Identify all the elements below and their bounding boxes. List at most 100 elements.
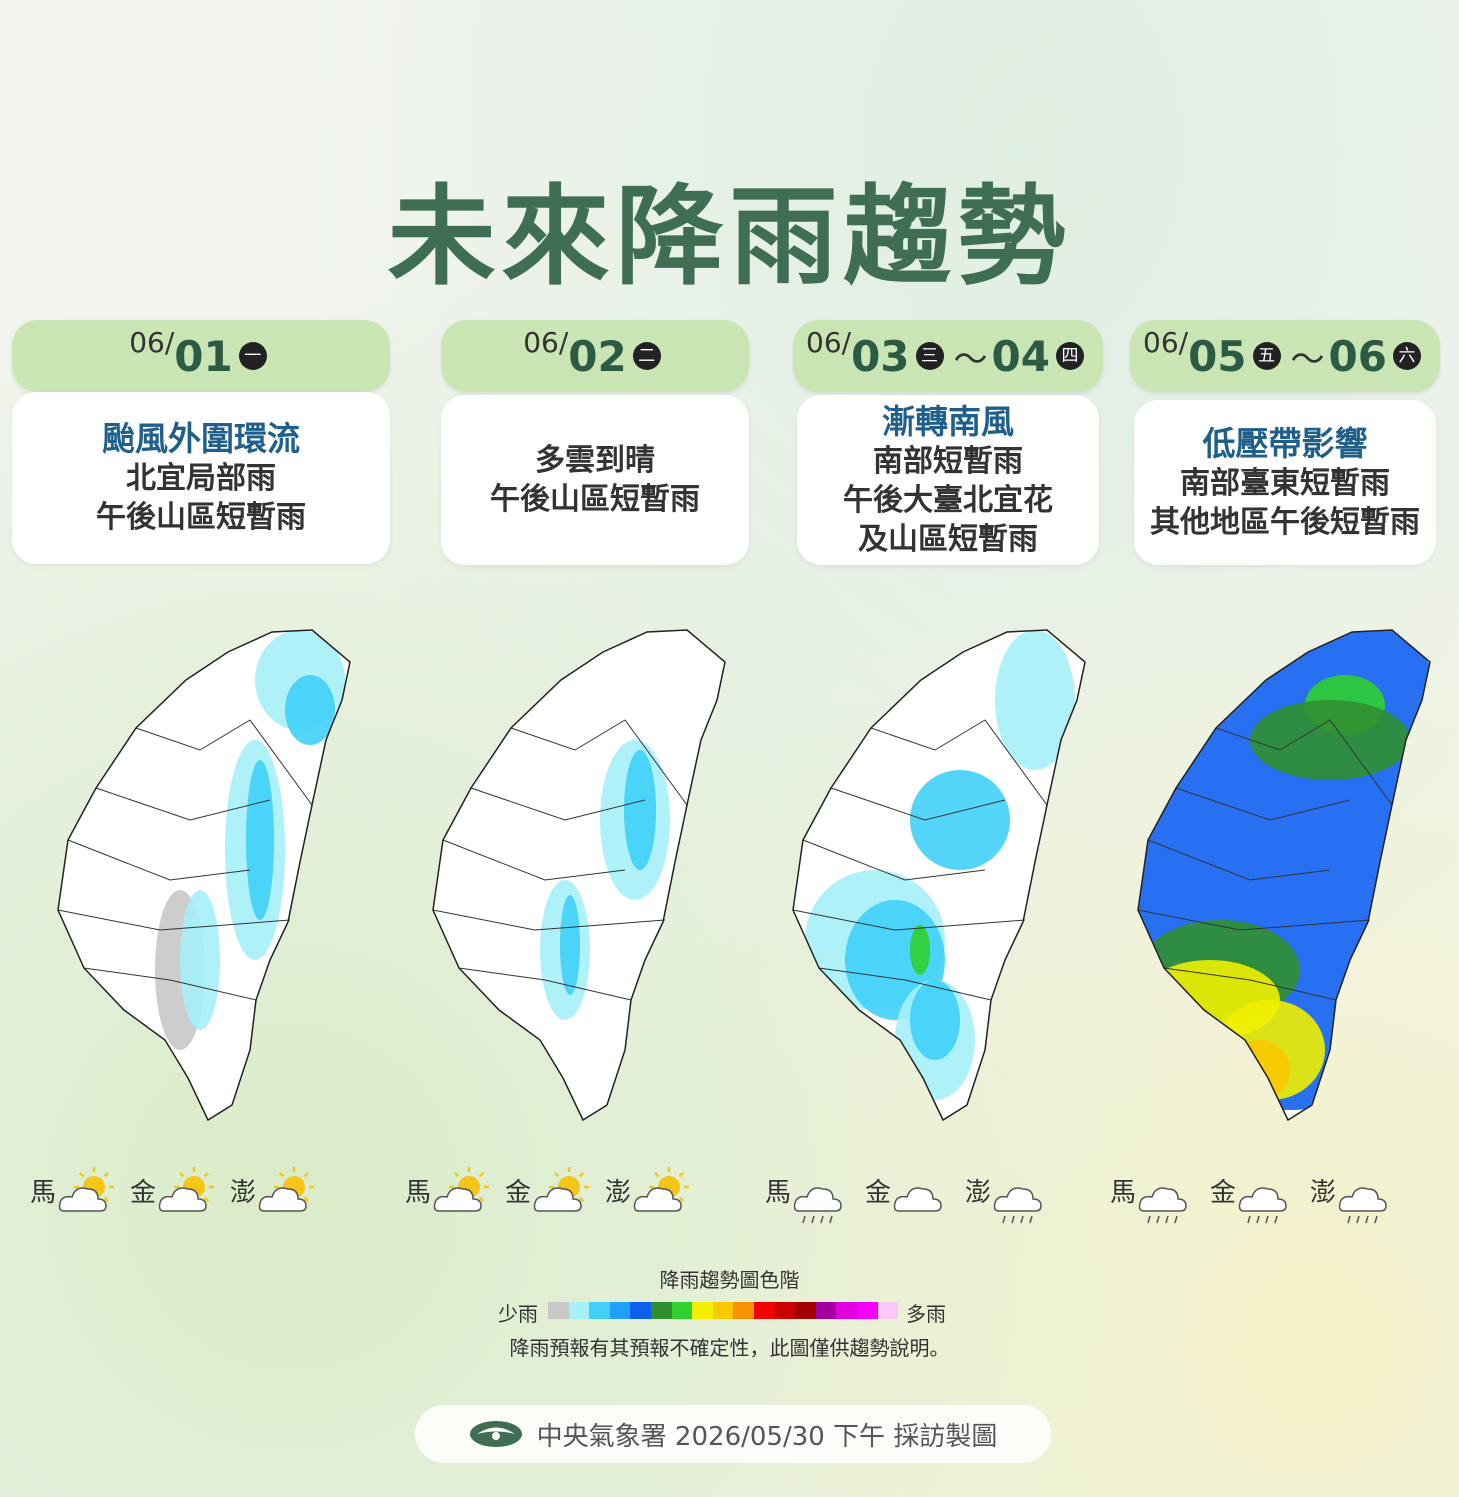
island-label: 馬 bbox=[765, 1178, 792, 1208]
rain-field bbox=[155, 630, 345, 1050]
legend-swatch bbox=[856, 1302, 878, 1319]
county-lines bbox=[432, 719, 688, 1001]
raindrop bbox=[1174, 1215, 1178, 1224]
raindrop bbox=[820, 1215, 824, 1224]
island-label: 金 bbox=[130, 1178, 157, 1208]
cloud bbox=[1138, 1187, 1187, 1212]
date-month: 06/ bbox=[523, 326, 569, 359]
forecast-line: 午後山區短暫雨 bbox=[96, 500, 306, 535]
island-label: 馬 bbox=[1110, 1178, 1137, 1208]
island-label: 金 bbox=[1210, 1178, 1237, 1208]
taiwan-border bbox=[57, 629, 351, 1122]
island-label: 澎 bbox=[605, 1178, 632, 1208]
date-day: 02 bbox=[568, 331, 627, 381]
sun-ray bbox=[103, 1196, 110, 1203]
legend-swatch bbox=[568, 1302, 590, 1319]
cloud bbox=[893, 1187, 942, 1212]
rain-area bbox=[180, 890, 220, 1030]
island-label: 金 bbox=[865, 1178, 892, 1208]
raindrop bbox=[1274, 1215, 1278, 1224]
legend-title: 降雨趨勢圖色階 bbox=[659, 1268, 800, 1292]
island-label: 金 bbox=[505, 1178, 532, 1208]
rain-field bbox=[540, 740, 670, 1020]
island-label: 澎 bbox=[965, 1178, 992, 1208]
raindrop bbox=[1347, 1215, 1351, 1224]
legend-swatch bbox=[836, 1302, 857, 1319]
cwa-logo bbox=[469, 1421, 522, 1447]
legend-low: 少雨 bbox=[498, 1302, 538, 1326]
date-separator: ～ bbox=[1290, 339, 1325, 380]
date-day: 03 bbox=[851, 331, 910, 381]
sun-ray bbox=[278, 1171, 285, 1178]
date-day: 05 bbox=[1188, 331, 1247, 381]
sun-ray bbox=[578, 1196, 585, 1203]
taiwan-map bbox=[1137, 629, 1431, 1122]
forecast-line: 北宜局部雨 bbox=[126, 461, 276, 496]
island-label: 澎 bbox=[230, 1178, 257, 1208]
legend-swatch bbox=[609, 1302, 631, 1319]
weekday: 二 bbox=[632, 342, 661, 370]
county-lines bbox=[1137, 719, 1393, 1001]
weekday: 三 bbox=[915, 342, 944, 370]
taiwan-border bbox=[432, 629, 726, 1122]
weather-icon bbox=[433, 1167, 489, 1212]
raindrop bbox=[1265, 1215, 1269, 1224]
cloud bbox=[993, 1187, 1042, 1212]
taiwan-map bbox=[792, 629, 1086, 1122]
cloud bbox=[433, 1187, 482, 1212]
raindrop bbox=[1029, 1215, 1033, 1224]
taiwan-outline bbox=[433, 630, 725, 1120]
sun-ray bbox=[103, 1171, 110, 1178]
raindrop bbox=[1020, 1215, 1024, 1224]
sun-ray bbox=[553, 1171, 560, 1178]
forecast-line: 其他地區午後短暫雨 bbox=[1150, 504, 1420, 540]
legend-swatch bbox=[692, 1302, 713, 1319]
legend-swatch bbox=[815, 1302, 837, 1319]
weather-icon bbox=[1138, 1187, 1187, 1224]
raindrop bbox=[1374, 1215, 1378, 1224]
forecast-card: 低壓帶影響 南部臺東短暫雨 其他地區午後短暫雨 bbox=[1134, 400, 1436, 565]
title: 未來降雨趨勢 bbox=[387, 175, 1072, 300]
legend-swatch bbox=[630, 1302, 651, 1319]
forecast-line: 南部臺東短暫雨 bbox=[1180, 465, 1390, 501]
forecast-line: 及山區短暫雨 bbox=[858, 521, 1038, 557]
county-lines bbox=[792, 719, 1048, 1001]
forecast-card: 颱風外圍環流 北宜局部雨午後山區短暫雨 bbox=[12, 392, 390, 564]
footer: 中央氣象署 2026/05/30 下午 採訪製圖 bbox=[415, 1405, 1051, 1463]
raindrop bbox=[1002, 1215, 1006, 1224]
headline: 颱風外圍環流 bbox=[102, 419, 300, 458]
raindrop bbox=[1165, 1215, 1169, 1224]
date-day: 01 bbox=[174, 331, 233, 381]
rain-area bbox=[560, 895, 580, 995]
raindrop bbox=[802, 1215, 806, 1224]
weather-icon bbox=[793, 1187, 842, 1224]
headline: 低壓帶影響 bbox=[1202, 423, 1368, 463]
weather-icon bbox=[893, 1187, 942, 1212]
date-pill: 06/02 二 bbox=[441, 320, 749, 392]
weekday: 六 bbox=[1392, 342, 1421, 370]
weather-icon bbox=[533, 1167, 589, 1212]
date-month: 06/ bbox=[806, 326, 852, 359]
taiwan-border bbox=[1137, 629, 1431, 1122]
rain-area bbox=[624, 750, 656, 870]
forecast-line: 午後大臺北宜花 bbox=[843, 482, 1053, 518]
legend-swatch bbox=[774, 1302, 796, 1319]
island-label: 馬 bbox=[405, 1178, 432, 1208]
rain-area bbox=[1250, 700, 1410, 780]
sun-ray bbox=[78, 1171, 85, 1178]
weekday: 一 bbox=[238, 342, 267, 370]
sun-ray bbox=[178, 1171, 185, 1178]
cloud bbox=[533, 1187, 582, 1212]
date-month: 06/ bbox=[129, 326, 175, 359]
forecast-card: 漸轉南風 南部短暫雨 午後大臺北宜花 及山區短暫雨 bbox=[797, 395, 1099, 565]
raindrop bbox=[1247, 1215, 1251, 1224]
rain-area bbox=[1230, 1040, 1290, 1100]
legend-swatch bbox=[671, 1302, 693, 1319]
cloud bbox=[58, 1187, 107, 1212]
date-day: 04 bbox=[991, 331, 1050, 381]
legend-high: 多雨 bbox=[906, 1302, 946, 1326]
sun-ray bbox=[678, 1196, 685, 1203]
forecast-line: 多雲到晴 bbox=[535, 443, 655, 478]
date-month: 06/ bbox=[1143, 326, 1189, 359]
forecast-card: 多雲到晴 午後山區短暫雨 bbox=[441, 395, 749, 565]
